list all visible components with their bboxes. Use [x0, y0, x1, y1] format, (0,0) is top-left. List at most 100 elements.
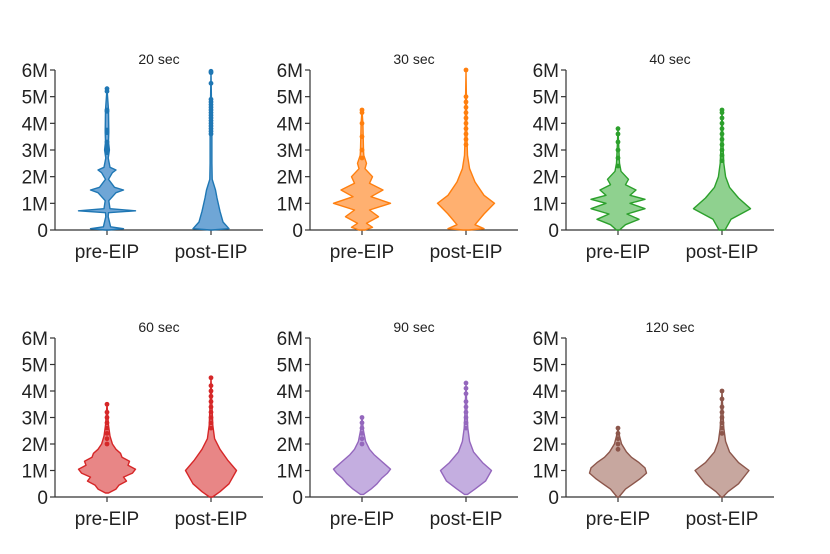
- outlier-point: [208, 425, 214, 431]
- panel-title: 40 sec: [649, 51, 690, 67]
- y-tick-label: 6M: [22, 329, 48, 350]
- outlier-point: [104, 409, 110, 415]
- outlier-point: [463, 136, 469, 142]
- y-tick-label: 1M: [22, 194, 48, 215]
- outlier-point: [719, 107, 725, 113]
- violin-body-post-eip: [436, 69, 496, 231]
- outlier-point: [719, 158, 725, 164]
- y-tick-label: 0: [37, 221, 48, 242]
- y-tick-label: 2M: [533, 435, 559, 456]
- y-tick-label: 2M: [277, 168, 303, 189]
- outlier-point: [463, 415, 469, 420]
- violin-panel-5: 90 sec 0 1M 2M 3M 4M 5M 6M pre-EIP post-EIP: [277, 319, 518, 530]
- outlier-point: [104, 425, 110, 431]
- panel-title: 90 sec: [393, 319, 434, 335]
- y-tick-label: 3M: [277, 141, 303, 162]
- y-tick-label: 4M: [22, 114, 48, 135]
- violin-body-post-eip: [694, 390, 750, 498]
- y-tick-label: 2M: [533, 168, 559, 189]
- outlier-point: [208, 80, 214, 86]
- outlier-point: [104, 107, 110, 113]
- outlier-point: [463, 131, 469, 137]
- outlier-point: [615, 131, 621, 137]
- outlier-point: [359, 420, 365, 426]
- outlier-point: [719, 120, 725, 126]
- outlier-point: [719, 396, 725, 402]
- outlier-point: [463, 425, 469, 431]
- outlier-point: [463, 404, 469, 410]
- violin-panel-2: 30 sec 0 1M 2M 3M 4M 5M 6M pre-EIP post-EIP: [277, 51, 518, 263]
- outlier-point: [208, 420, 214, 426]
- outlier-point: [463, 67, 469, 73]
- outlier-point: [719, 147, 725, 153]
- violin-body-pre-eip: [77, 403, 137, 494]
- x-tick-label: pre-EIP: [330, 509, 394, 530]
- outlier-point: [463, 380, 469, 386]
- outlier-point: [104, 441, 110, 447]
- y-tick-label: 2M: [22, 435, 48, 456]
- panel-title: 30 sec: [393, 51, 434, 67]
- outlier-point: [104, 401, 110, 407]
- outlier-point: [615, 139, 621, 145]
- outlier-point: [719, 126, 725, 132]
- outlier-point: [208, 96, 214, 102]
- y-tick-label: 0: [37, 488, 48, 509]
- outlier-point: [208, 393, 214, 399]
- violin-body-post-eip: [439, 382, 493, 496]
- outlier-point: [104, 139, 110, 145]
- x-tick-label: post-EIP: [175, 509, 248, 530]
- y-tick-label: 3M: [533, 409, 559, 430]
- x-tick-label: post-EIP: [686, 242, 759, 263]
- outlier-point: [104, 86, 110, 92]
- outlier-point: [719, 420, 725, 426]
- outlier-point: [463, 115, 469, 121]
- y-tick-label: 3M: [22, 409, 48, 430]
- outlier-point: [104, 436, 110, 442]
- outlier-point: [615, 126, 621, 132]
- panel-title: 60 sec: [138, 319, 179, 335]
- outlier-point: [359, 107, 365, 113]
- y-tick-label: 5M: [277, 356, 303, 377]
- outlier-point: [208, 409, 214, 415]
- y-tick-label: 6M: [22, 61, 48, 82]
- y-tick-label: 5M: [22, 356, 48, 377]
- outlier-point: [208, 399, 214, 404]
- outlier-point: [719, 388, 725, 394]
- y-tick-label: 5M: [533, 356, 559, 377]
- outlier-point: [359, 120, 365, 126]
- outlier-point: [719, 431, 725, 436]
- y-tick-label: 6M: [533, 329, 559, 350]
- outlier-point: [463, 391, 469, 397]
- y-tick-label: 0: [292, 488, 303, 509]
- y-tick-label: 6M: [277, 329, 303, 350]
- y-tick-label: 3M: [533, 141, 559, 162]
- violin-panel-6: 120 sec 0 1M 2M 3M 4M 5M 6M pre-EIP post-EIP: [533, 319, 774, 530]
- outlier-point: [615, 436, 621, 442]
- outlier-point: [719, 415, 725, 420]
- outlier-point: [719, 409, 725, 415]
- outlier-point: [719, 131, 725, 137]
- outlier-point: [359, 425, 365, 431]
- y-tick-label: 4M: [533, 382, 559, 403]
- outlier-point: [463, 385, 469, 391]
- outlier-point: [719, 152, 725, 158]
- outlier-point: [463, 120, 469, 126]
- y-tick-label: 6M: [277, 61, 303, 82]
- outlier-point: [463, 126, 469, 132]
- outlier-point: [104, 143, 110, 149]
- outlier-point: [208, 68, 214, 74]
- outlier-point: [359, 436, 365, 442]
- outlier-point: [615, 147, 621, 153]
- y-tick-label: 0: [548, 221, 559, 242]
- violin-body-pre-eip: [332, 109, 392, 231]
- outlier-point: [463, 110, 469, 116]
- y-tick-label: 0: [548, 488, 559, 509]
- outlier-point: [615, 441, 621, 447]
- outlier-point: [208, 404, 214, 410]
- violin-panel-3: 40 sec 0 1M 2M 3M 4M 5M 6M pre-EIP post-EIP: [533, 51, 774, 263]
- outlier-point: [208, 375, 214, 381]
- outlier-point: [463, 104, 469, 110]
- violin-panel-4: 60 sec 0 1M 2M 3M 4M 5M 6M pre-EIP post-EIP: [22, 319, 263, 530]
- outlier-point: [208, 388, 214, 394]
